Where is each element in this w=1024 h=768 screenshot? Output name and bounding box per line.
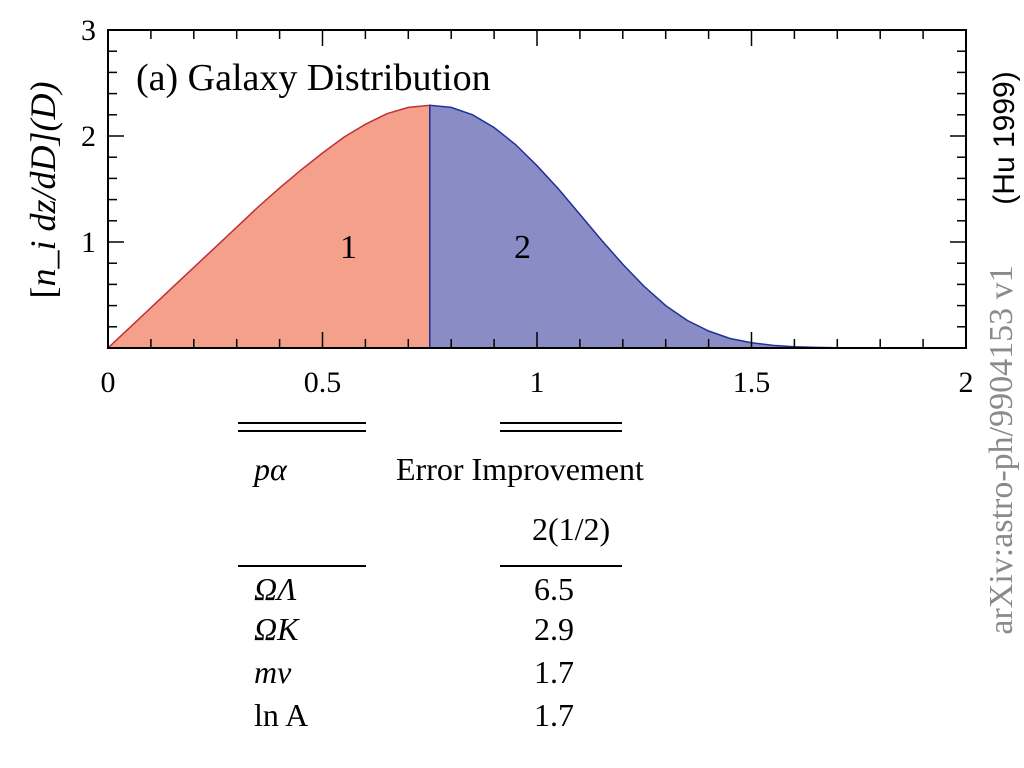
table-subheader: 2(1/2) bbox=[532, 511, 610, 547]
error-improvement-table: pα Error Improvement 2(1/2) ΩΛ 6.5 ΩK 2.… bbox=[238, 422, 644, 733]
table-header-error: Error Improvement bbox=[396, 451, 644, 487]
axis-ticks bbox=[107, 29, 967, 349]
table-row-param: mν bbox=[254, 654, 292, 690]
galaxy-distribution-plot: 0 0.5 1 1.5 2 1 2 3 (a) Galaxy Distribution 1 … bbox=[23, 14, 974, 399]
table-row-value: 2.9 bbox=[534, 611, 574, 647]
y-label-body: n_i dz/dD bbox=[23, 145, 63, 286]
table-row-param: ln A bbox=[254, 697, 308, 733]
region-2-label: 2 bbox=[514, 229, 531, 266]
y-tick-label: 2 bbox=[81, 120, 96, 153]
table-row-value: 1.7 bbox=[534, 697, 574, 733]
table-row-param: ΩK bbox=[254, 611, 300, 647]
citation-credit: (Hu 1999) bbox=[988, 71, 1021, 204]
arxiv-identifier: arXiv:astro-ph/9904153 v1 bbox=[983, 265, 1020, 634]
table-header-param: pα bbox=[252, 451, 288, 487]
table-row-param: ΩΛ bbox=[254, 571, 297, 607]
y-label-close: ](D) bbox=[23, 82, 63, 147]
x-tick-labels: 0 0.5 1 1.5 2 bbox=[101, 366, 974, 399]
table-rows: ΩΛ 6.5 ΩK 2.9 mν 1.7 ln A 1.7 bbox=[254, 571, 574, 733]
x-tick-label: 0 bbox=[101, 366, 116, 399]
x-tick-label: 0.5 bbox=[304, 366, 342, 399]
y-tick-labels: 1 2 3 bbox=[81, 14, 96, 259]
x-tick-label: 2 bbox=[959, 366, 974, 399]
y-axis-label: [n_i dz/dD](D) bbox=[23, 82, 63, 299]
region-2-area bbox=[429, 104, 966, 349]
y-label-open: [ bbox=[23, 287, 63, 299]
region-areas bbox=[106, 104, 966, 349]
x-tick-label: 1 bbox=[530, 366, 545, 399]
chart-title: (a) Galaxy Distribution bbox=[136, 57, 491, 99]
region-1-label: 1 bbox=[340, 229, 357, 266]
y-tick-label: 1 bbox=[81, 226, 96, 259]
table-row-value: 6.5 bbox=[534, 571, 574, 607]
region-1-area bbox=[106, 104, 431, 349]
y-tick-label: 3 bbox=[81, 14, 96, 47]
x-tick-label: 1.5 bbox=[733, 366, 771, 399]
table-row-value: 1.7 bbox=[534, 654, 574, 690]
